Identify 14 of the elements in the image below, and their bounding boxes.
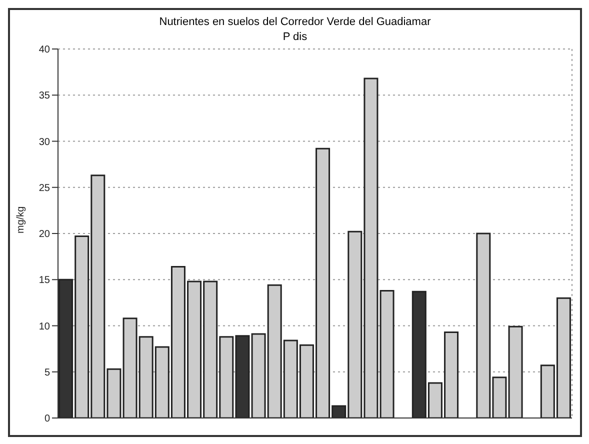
chart-subtitle: P dis bbox=[282, 31, 308, 43]
bar bbox=[380, 290, 394, 418]
y-tick-label: 35 bbox=[38, 90, 50, 102]
y-tick-label: 15 bbox=[38, 275, 50, 286]
y-tick-label: 10 bbox=[38, 321, 50, 332]
chart-title: Nutrientes en suelos del Corredor Verde del Guadiamar bbox=[158, 16, 432, 28]
y-tick-label: 25 bbox=[38, 182, 50, 194]
y-tick-label: 0 bbox=[44, 414, 50, 425]
y-tick-label: 40 bbox=[38, 44, 50, 56]
y-tick-label: 30 bbox=[38, 136, 50, 148]
y-tick-label: 5 bbox=[44, 367, 50, 378]
y-tick-label: 20 bbox=[38, 229, 50, 240]
y-axis-title: mg/kg bbox=[16, 206, 27, 234]
bar bbox=[508, 326, 523, 418]
